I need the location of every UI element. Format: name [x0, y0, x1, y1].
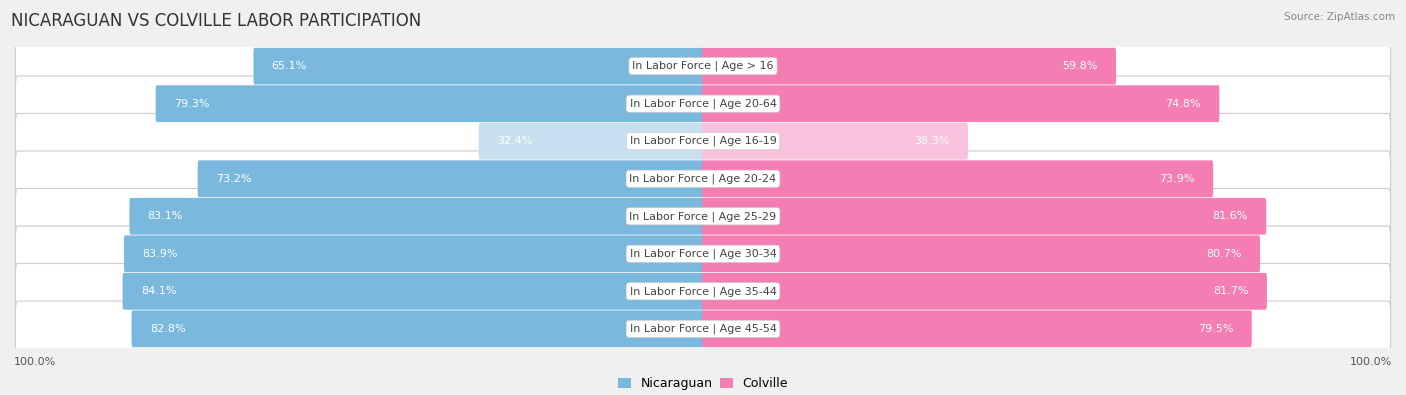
Text: 74.8%: 74.8%: [1166, 99, 1201, 109]
FancyBboxPatch shape: [132, 310, 704, 347]
FancyBboxPatch shape: [15, 113, 1391, 169]
FancyBboxPatch shape: [702, 198, 1267, 235]
FancyBboxPatch shape: [702, 235, 1260, 272]
FancyBboxPatch shape: [702, 273, 1267, 310]
FancyBboxPatch shape: [156, 85, 704, 122]
FancyBboxPatch shape: [253, 48, 704, 85]
Text: 80.7%: 80.7%: [1206, 249, 1241, 259]
Text: 79.3%: 79.3%: [174, 99, 209, 109]
Text: 83.1%: 83.1%: [148, 211, 183, 221]
FancyBboxPatch shape: [15, 301, 1391, 357]
FancyBboxPatch shape: [15, 188, 1391, 244]
Text: 100.0%: 100.0%: [1350, 357, 1392, 367]
FancyBboxPatch shape: [198, 160, 704, 197]
FancyBboxPatch shape: [124, 235, 704, 272]
Text: 81.7%: 81.7%: [1213, 286, 1249, 296]
FancyBboxPatch shape: [122, 273, 704, 310]
FancyBboxPatch shape: [15, 38, 1391, 94]
Text: 79.5%: 79.5%: [1198, 324, 1233, 334]
Text: 32.4%: 32.4%: [496, 136, 533, 146]
Text: 83.9%: 83.9%: [142, 249, 177, 259]
Text: 73.2%: 73.2%: [217, 174, 252, 184]
Text: 100.0%: 100.0%: [14, 357, 56, 367]
FancyBboxPatch shape: [15, 76, 1391, 132]
Text: In Labor Force | Age 30-34: In Labor Force | Age 30-34: [630, 248, 776, 259]
Text: 59.8%: 59.8%: [1063, 61, 1098, 71]
Text: Source: ZipAtlas.com: Source: ZipAtlas.com: [1284, 12, 1395, 22]
Text: In Labor Force | Age 16-19: In Labor Force | Age 16-19: [630, 136, 776, 147]
Text: 82.8%: 82.8%: [150, 324, 186, 334]
FancyBboxPatch shape: [15, 151, 1391, 207]
FancyBboxPatch shape: [479, 123, 704, 160]
Text: 84.1%: 84.1%: [141, 286, 176, 296]
FancyBboxPatch shape: [702, 160, 1213, 197]
Text: In Labor Force | Age 20-24: In Labor Force | Age 20-24: [630, 173, 776, 184]
Text: NICARAGUAN VS COLVILLE LABOR PARTICIPATION: NICARAGUAN VS COLVILLE LABOR PARTICIPATI…: [11, 12, 422, 30]
Text: In Labor Force | Age 35-44: In Labor Force | Age 35-44: [630, 286, 776, 297]
Text: In Labor Force | Age 20-64: In Labor Force | Age 20-64: [630, 98, 776, 109]
Text: In Labor Force | Age 45-54: In Labor Force | Age 45-54: [630, 324, 776, 334]
FancyBboxPatch shape: [15, 263, 1391, 319]
FancyBboxPatch shape: [129, 198, 704, 235]
FancyBboxPatch shape: [15, 226, 1391, 282]
Text: In Labor Force | Age > 16: In Labor Force | Age > 16: [633, 61, 773, 71]
FancyBboxPatch shape: [702, 48, 1116, 85]
FancyBboxPatch shape: [702, 310, 1251, 347]
Legend: Nicaraguan, Colville: Nicaraguan, Colville: [613, 372, 793, 395]
Text: 38.3%: 38.3%: [914, 136, 949, 146]
FancyBboxPatch shape: [702, 123, 967, 160]
Text: In Labor Force | Age 25-29: In Labor Force | Age 25-29: [630, 211, 776, 222]
Text: 81.6%: 81.6%: [1212, 211, 1249, 221]
FancyBboxPatch shape: [702, 85, 1219, 122]
Text: 73.9%: 73.9%: [1160, 174, 1195, 184]
Text: 65.1%: 65.1%: [271, 61, 307, 71]
